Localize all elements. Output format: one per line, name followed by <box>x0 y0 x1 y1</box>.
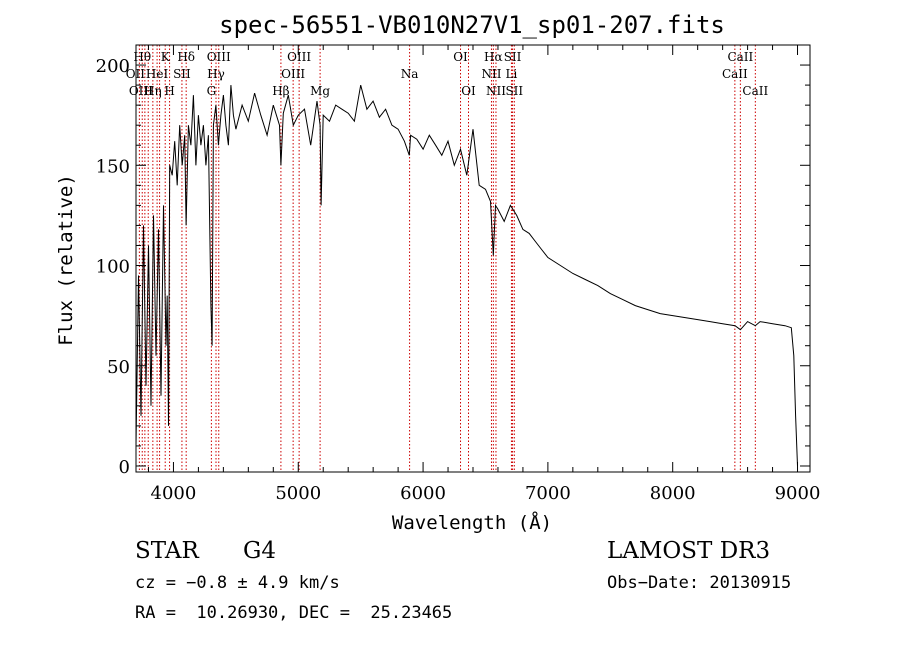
axis-ticks <box>136 44 810 472</box>
line-label: Mg <box>310 84 330 98</box>
emission-line-labels: OIIHθOIIIHηHeIKHSIIHδGHγOIIIHβOIIIOIIIMg… <box>126 50 769 98</box>
line-label: HeI <box>146 67 169 81</box>
line-label: OII <box>126 67 146 81</box>
line-label: Hθ <box>133 50 151 64</box>
line-label: CaII <box>722 67 748 81</box>
line-label: OIII <box>287 50 311 64</box>
line-label: CaII <box>727 50 753 64</box>
line-label: Hδ <box>177 50 195 64</box>
x-tick-label: 9000 <box>775 483 821 504</box>
line-label: H <box>164 84 174 98</box>
plot-frame <box>135 44 811 473</box>
line-label: Hγ <box>207 67 225 81</box>
line-label: OIII <box>129 84 153 98</box>
line-label: OIII <box>207 50 231 64</box>
obs-date: Obs−Date: 20130915 <box>607 573 792 593</box>
line-label: OI <box>453 50 468 64</box>
x-tick-label: 8000 <box>650 483 696 504</box>
y-tick-label: 50 <box>107 357 130 378</box>
line-label: CaII <box>742 84 768 98</box>
line-label: Hα <box>484 50 503 64</box>
x-tick-label: 6000 <box>400 483 446 504</box>
x-tick-label: 4000 <box>151 483 197 504</box>
line-label: SII <box>504 50 522 64</box>
line-label: Li <box>506 67 518 81</box>
line-label: Na <box>401 67 419 81</box>
chart-title: spec-56551-VB010N27V1_sp01-207.fits <box>219 11 725 39</box>
axis-tick-labels: 4000 5000 6000 7000 8000 9000 0 50 100 150 200 <box>96 56 821 504</box>
object-subclass: G4 <box>243 538 277 564</box>
spectrum-series-line <box>135 84 798 467</box>
coordinates: RA = 10.26930, DEC = 25.23465 <box>135 603 453 623</box>
line-label: Hη <box>144 84 162 98</box>
line-label: OI <box>461 84 476 98</box>
object-class: STAR <box>135 538 199 564</box>
line-label: NII <box>486 84 506 98</box>
y-tick-label: 100 <box>96 257 130 278</box>
emission-line-markers <box>138 45 756 472</box>
line-label: OIII <box>281 67 305 81</box>
redshift-cz: cz = −0.8 ± 4.9 km/s <box>135 573 340 593</box>
survey-name: LAMOST DR3 <box>607 538 771 564</box>
x-axis-label: Wavelength (Å) <box>392 511 552 534</box>
x-tick-label: 7000 <box>525 483 571 504</box>
line-label: G <box>207 84 217 98</box>
y-axis-label: Flux (relative) <box>55 174 77 346</box>
line-label: SII <box>505 84 523 98</box>
line-label: Hβ <box>272 84 289 98</box>
line-label: K <box>161 50 171 64</box>
y-tick-label: 200 <box>96 56 130 77</box>
y-tick-label: 150 <box>96 156 130 177</box>
x-tick-label: 5000 <box>275 483 321 504</box>
y-tick-label: 0 <box>119 457 130 478</box>
line-label: NII <box>481 67 501 81</box>
line-label: SII <box>173 67 191 81</box>
